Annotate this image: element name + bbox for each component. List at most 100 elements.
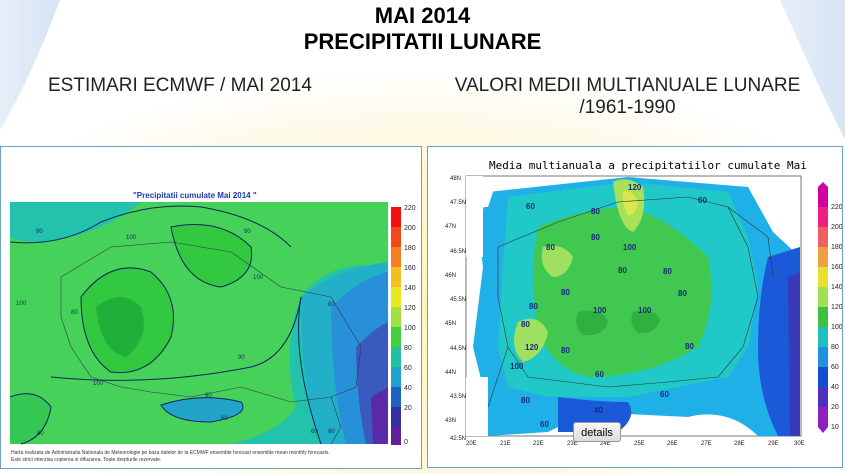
ecmwf-forecast-map: "Precipitatii cumulate Mai 2014 " xyxy=(0,146,422,469)
lon-label: 22E xyxy=(533,441,544,447)
right-scale-label: 40 xyxy=(831,384,839,391)
contour-label: 100 xyxy=(593,306,607,315)
multiannual-average-map: Media multianuala a precipitatiilor cumu… xyxy=(427,146,843,468)
right-scale-label: 80 xyxy=(831,344,839,351)
contour-label: 100 xyxy=(126,235,137,241)
right-scale-label: 100 xyxy=(831,324,842,331)
contour-label: 60 xyxy=(311,429,318,435)
contour-label: 80 xyxy=(618,266,627,275)
right-colorbar xyxy=(818,182,828,433)
contour-label: 100 xyxy=(638,306,652,315)
right-scale-label: 180 xyxy=(831,244,842,251)
contour-label: 80 xyxy=(591,207,600,216)
lon-label: 26E xyxy=(667,441,678,447)
left-colorbar xyxy=(391,207,401,445)
contour-label: 80 xyxy=(678,289,687,298)
lat-label: 42.5N xyxy=(450,436,466,442)
contour-label: 80 xyxy=(71,310,78,316)
left-scale-label: 200 xyxy=(404,225,416,232)
contour-label: 90 xyxy=(238,355,245,361)
left-scale-label: 160 xyxy=(404,265,416,272)
lon-label: 25E xyxy=(634,441,645,447)
lat-label: 47N xyxy=(445,224,456,230)
contour-label: 60 xyxy=(526,202,535,211)
right-scale-label: 60 xyxy=(831,364,839,371)
right-scale-label: 220 xyxy=(831,204,842,211)
right-scale-label: 140 xyxy=(831,284,842,291)
lat-label: 44.5N xyxy=(450,346,466,352)
contour-label: 120 xyxy=(628,183,642,192)
left-heading: ESTIMARI ECMWF / MAI 2014 xyxy=(48,75,312,96)
left-scale-label: 60 xyxy=(404,365,412,372)
lat-label: 46.5N xyxy=(450,249,466,255)
right-map-graphic: 48N 47.5N 47N 46.5N 46N 45.5N 45N 44.5N … xyxy=(445,175,842,447)
contour-label: 100 xyxy=(510,362,524,371)
right-scale-label: 120 xyxy=(831,304,842,311)
lon-label: 21E xyxy=(500,441,511,447)
contour-label: 90 xyxy=(36,229,43,235)
right-heading-line1: VALORI MEDII MULTIANUALE LUNARE xyxy=(454,75,801,96)
contour-label: 80 xyxy=(328,302,335,308)
contour-label: 80 xyxy=(529,302,538,311)
lon-label: 29E xyxy=(768,441,779,447)
left-scale-label: 180 xyxy=(404,245,416,252)
contour-label: 90 xyxy=(244,229,251,235)
left-scale-label: 120 xyxy=(404,305,416,312)
left-map-graphic: 220 200 180 160 140 120 100 80 60 40 20 … xyxy=(9,202,416,446)
lon-label: 24E xyxy=(600,441,611,447)
contour-label: 60 xyxy=(595,370,604,379)
left-scale-label: 0 xyxy=(404,439,408,446)
contour-label: 80 xyxy=(328,429,335,435)
right-map-title: Media multianuala a precipitatiilor cumu… xyxy=(489,159,807,172)
lat-label: 43.5N xyxy=(450,394,466,400)
left-scale-label: 40 xyxy=(404,385,412,392)
contour-label: 60 xyxy=(660,390,669,399)
lon-label: 20E xyxy=(466,441,477,447)
page-subtitle: PRECIPITATII LUNARE xyxy=(303,29,542,54)
right-scale-label: 200 xyxy=(831,224,842,231)
left-scale-label: 220 xyxy=(404,205,416,212)
right-scale-label: 10 xyxy=(831,424,839,431)
contour-label: 80 xyxy=(561,346,570,355)
contour-label: 80 xyxy=(591,233,600,242)
contour-label: 80 xyxy=(561,288,570,297)
lon-label: 27E xyxy=(701,441,712,447)
left-map-region-80-100 xyxy=(10,202,388,444)
left-scale-label: 140 xyxy=(404,285,416,292)
left-map-footer-line1: Harta realizata de Administratia Nationa… xyxy=(11,450,330,456)
contour-label: 80 xyxy=(521,396,530,405)
contour-label: 60 xyxy=(205,393,212,399)
contour-label: 60 xyxy=(221,416,228,422)
page-title: MAI 2014 xyxy=(374,3,471,28)
right-heading-line2: /1961-1990 xyxy=(579,97,676,118)
left-scale-label: 20 xyxy=(404,405,412,412)
lat-label: 46N xyxy=(445,273,456,279)
contour-label: 60 xyxy=(540,420,549,429)
contour-label: 80 xyxy=(663,267,672,276)
lat-label: 44N xyxy=(445,370,456,376)
contour-label: 100 xyxy=(16,301,27,307)
right-scale-label: 160 xyxy=(831,264,842,271)
contour-label: 80 xyxy=(521,320,530,329)
contour-label: 120 xyxy=(525,343,539,352)
contour-label: 100 xyxy=(623,243,637,252)
contour-label: 40 xyxy=(594,406,603,415)
lat-label: 43N xyxy=(445,418,456,424)
lat-label: 48N xyxy=(450,176,461,182)
left-scale-label: 100 xyxy=(404,325,416,332)
contour-label: 80 xyxy=(685,342,694,351)
lon-label: 30E xyxy=(794,441,805,447)
contour-label: 60 xyxy=(698,196,707,205)
lat-label: 45.5N xyxy=(450,297,466,303)
left-map-title: "Precipitatii cumulate Mai 2014 " xyxy=(133,191,257,200)
left-scale-label: 80 xyxy=(404,345,412,352)
contour-label: 80 xyxy=(37,431,44,437)
details-button[interactable]: details xyxy=(573,422,621,442)
lon-label: 23E xyxy=(567,441,578,447)
lat-label: 47.5N xyxy=(450,200,466,206)
contour-label: 80 xyxy=(546,243,555,252)
contour-label: 100 xyxy=(93,381,104,387)
right-scale-label: 20 xyxy=(831,404,839,411)
lon-label: 28E xyxy=(734,441,745,447)
lat-label: 45N xyxy=(445,321,456,327)
